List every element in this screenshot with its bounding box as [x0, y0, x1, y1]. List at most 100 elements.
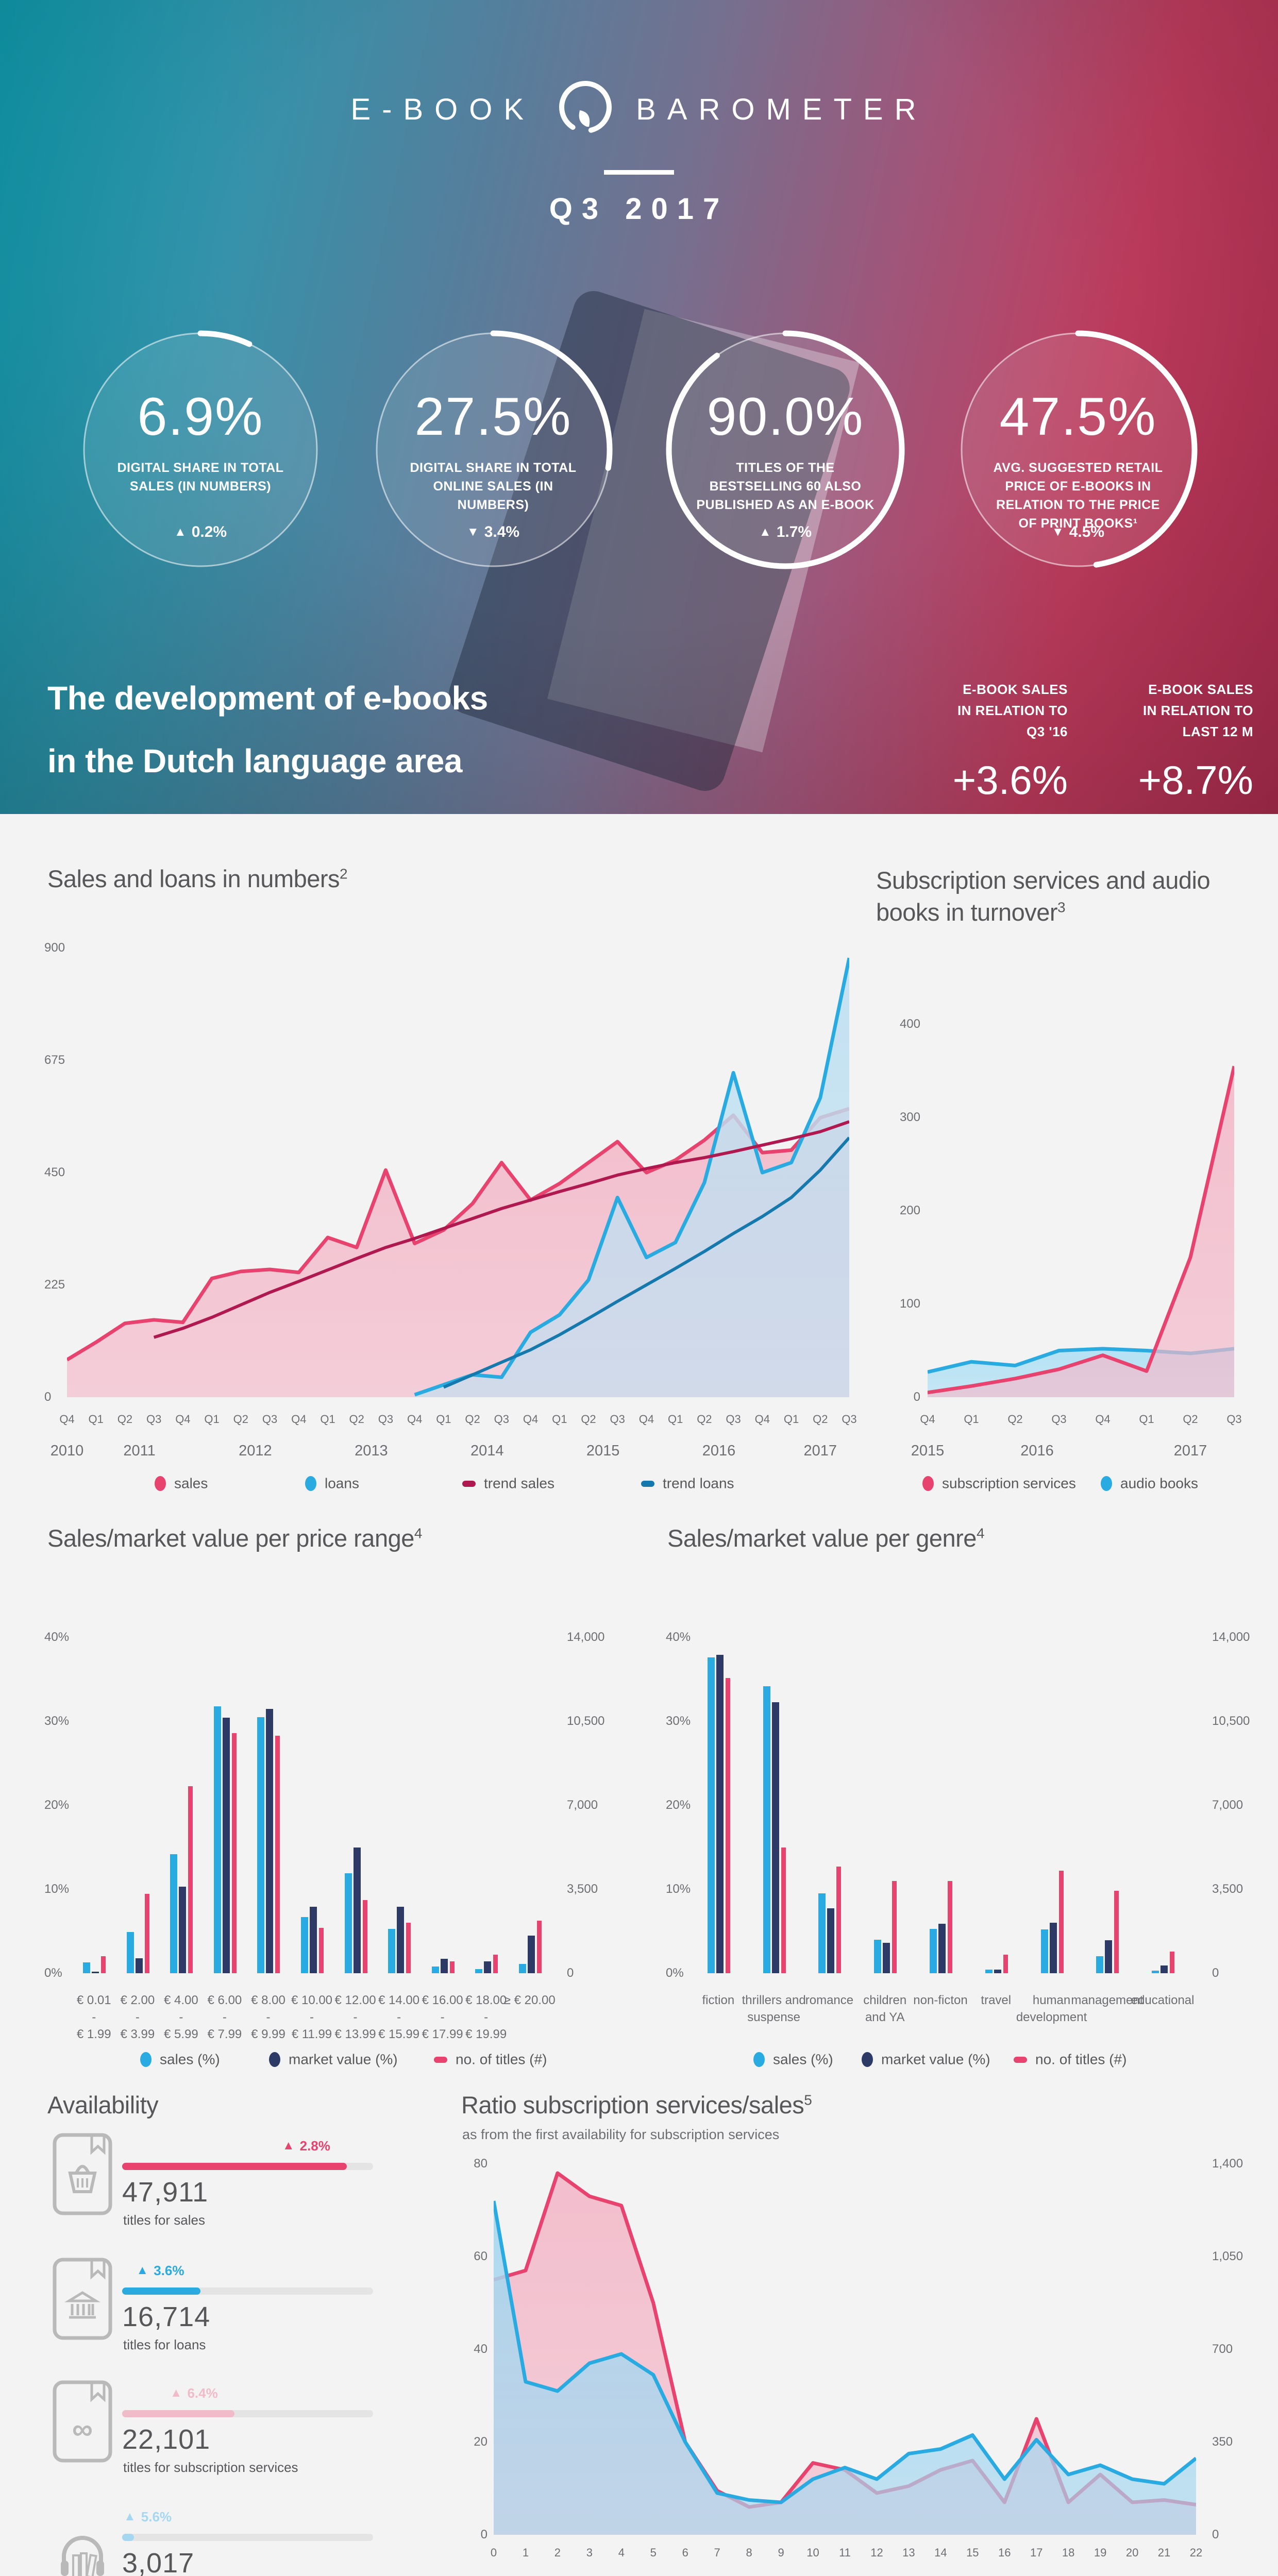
legend-item: trend loans — [641, 1475, 734, 1492]
x-axis-tick: Q2 — [1007, 1413, 1023, 1426]
y-axis-right-tick: 1,400 — [1212, 2157, 1243, 2171]
y-axis-tick: 0 — [913, 1390, 920, 1404]
x-axis-tick: 19 — [1094, 2546, 1107, 2559]
y-axis-right-tick: 0 — [1212, 2528, 1219, 2541]
availability-bar-fill — [122, 2287, 201, 2295]
legend-dot-icon — [140, 2052, 152, 2067]
bar-category-line: - — [397, 2010, 401, 2024]
bar-market-value- — [883, 1943, 890, 1973]
bar-category-line: romance — [805, 1993, 854, 2007]
audiobooks-icon — [51, 2503, 114, 2576]
y-axis-left-tick: 30% — [44, 1714, 70, 1728]
edition-label: Q3 2017 — [549, 192, 729, 226]
stat-delta-value: 4.5% — [1069, 523, 1105, 540]
y-axis-tick: 20 — [474, 2435, 487, 2449]
x-axis-tick: Q4 — [1095, 1413, 1111, 1426]
legend-item: no. of titles (#) — [1014, 2050, 1126, 2068]
bar-category-label: € 4.00 - € 5.99 — [145, 1992, 217, 2043]
x-axis-tick: Q3 — [262, 1413, 278, 1426]
bar-category-line: suspense — [747, 2010, 801, 2024]
bar-category-label: fiction — [682, 1992, 754, 2009]
bar-category-line: € 6.00 — [207, 1993, 242, 2007]
availability-bar-fill — [122, 2534, 134, 2541]
bar-sales- — [126, 1932, 134, 1973]
bar-category-line: € 1.99 — [76, 2027, 111, 2041]
bar-no-of-titles- — [1003, 1955, 1008, 1973]
brand-right: BAROMETER — [636, 92, 928, 126]
bar-no-of-titles- — [319, 1927, 324, 1973]
x-axis-tick: 4 — [618, 2546, 625, 2559]
legend-label: no. of titles (#) — [456, 2051, 547, 2067]
highlight-label-line: E-BOOK SALES — [1148, 682, 1253, 697]
x-axis-tick: Q2 — [233, 1413, 248, 1426]
legend-item: subscription services — [922, 1475, 1076, 1492]
bar-category-line: - — [135, 2010, 140, 2024]
x-axis-tick: 16 — [998, 2546, 1011, 2559]
y-axis-right-tick: 3,500 — [1212, 1882, 1243, 1896]
y-axis-right-tick: 700 — [1212, 2342, 1233, 2356]
bar-no-of-titles- — [101, 1956, 106, 1973]
x-axis-tick: Q4 — [407, 1413, 423, 1426]
legend-item: loans — [305, 1475, 359, 1492]
highlight-label-line: LAST 12 M — [1182, 724, 1253, 739]
availability-caption: titles for loans — [123, 2337, 206, 2352]
availability-bar-fill — [122, 2163, 347, 2170]
x-axis-tick: 3 — [586, 2546, 593, 2559]
arrow-up-icon: ▲ — [170, 2386, 182, 2400]
bar-no-of-titles- — [536, 1920, 542, 1973]
bar-category-line: children — [863, 1993, 907, 2007]
legend-dash-icon — [434, 2056, 447, 2063]
bar-sales- — [301, 1917, 308, 1973]
arrow-down-icon: ▼ — [1051, 525, 1064, 539]
bar-market-value- — [771, 1702, 779, 1973]
stat-delta-value: 3.4% — [484, 523, 520, 540]
bar-category-label: € 0.01 - € 1.99 — [58, 1992, 130, 2043]
chart-genre — [691, 1637, 1190, 1973]
bar-no-of-titles- — [1114, 1891, 1119, 1973]
x-axis-tick: 8 — [746, 2546, 752, 2559]
x-axis-tick: Q4 — [638, 1413, 654, 1426]
bar-category-label: human development — [1016, 1992, 1088, 2026]
bar-no-of-titles- — [144, 1894, 149, 1973]
brand: E-BOOK BAROMETER — [0, 77, 1278, 141]
x-axis-tick: 17 — [1030, 2546, 1043, 2559]
availability-value: 22,101 — [122, 2424, 211, 2455]
legend-label: market value (%) — [289, 2051, 398, 2067]
bar-category-label: € 16.00 - € 17.99 — [407, 1992, 479, 2043]
legend-item: market value (%) — [862, 2050, 990, 2068]
y-axis-left-tick: 40% — [44, 1630, 70, 1644]
x-axis-tick: Q1 — [1139, 1413, 1154, 1426]
legend-label: market value (%) — [881, 2051, 990, 2067]
legend-dot-icon — [155, 1476, 166, 1492]
legend-item: sales (%) — [140, 2050, 220, 2068]
x-axis-tick: Q2 — [349, 1413, 364, 1426]
y-axis-right-tick: 14,000 — [567, 1630, 605, 1644]
highlight-value: +8.7% — [1138, 757, 1253, 803]
x-axis-tick: Q4 — [920, 1413, 935, 1426]
legend-label: subscription services — [942, 1475, 1076, 1492]
hero-stat-circle: 47.5% AVG. SUGGESTED RETAIL PRICE OF E-BO… — [957, 329, 1199, 571]
stat-value: 6.9% — [137, 387, 264, 447]
x-axis-tick: Q2 — [813, 1413, 828, 1426]
legend-dot-icon — [1101, 1476, 1112, 1492]
bar-sales- — [518, 1964, 526, 1973]
stat-label: AVG. SUGGESTED RETAIL PRICE OF E-BOOKS I… — [993, 461, 1163, 531]
stat-delta-value: 1.7% — [776, 523, 812, 540]
bar-category-line: € 7.99 — [207, 2027, 242, 2041]
y-axis-tick: 60 — [474, 2249, 487, 2263]
x-axis-tick: Q3 — [726, 1413, 741, 1426]
bar-sales- — [388, 1928, 396, 1973]
y-axis-tick: 40 — [474, 2342, 487, 2356]
highlight-label-line: Q3 '16 — [1026, 724, 1068, 739]
bar-category-label: € 12.00 - € 13.99 — [320, 1992, 392, 2043]
stat-delta: ▲ 0.2% — [79, 523, 322, 541]
bar-market-value- — [527, 1935, 535, 1973]
y-axis-right-tick: 10,500 — [1212, 1714, 1250, 1728]
availability-caption: titles for sales — [123, 2212, 205, 2228]
bar-no-of-titles- — [725, 1678, 730, 1973]
bar-sales- — [1152, 1971, 1159, 1973]
hero-stat-circle: 6.9% DIGITAL SHARE IN TOTAL SALES (IN NUM… — [79, 329, 322, 571]
subtitle-ratio: as from the first availability for subsc… — [462, 2127, 780, 2142]
y-axis-tick: 450 — [44, 1165, 65, 1179]
